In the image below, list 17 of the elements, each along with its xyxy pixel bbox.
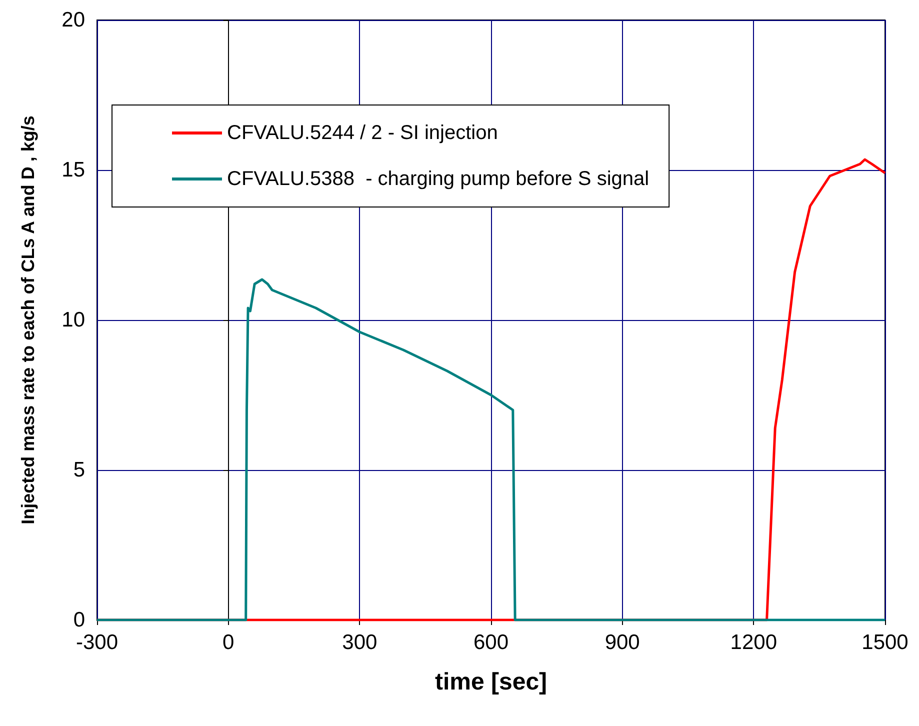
y-tick-label: 15: [62, 158, 85, 182]
x-tick-label: 900: [604, 631, 640, 654]
y-axis-title: Injected mass rate to each of CLs A and D , kg/s: [18, 116, 38, 524]
line-series: [96, 278, 886, 622]
legend-label: CFVALU.5388 - charging pump before S signal: [227, 168, 650, 190]
x-tick-label: 0: [222, 631, 234, 654]
x-axis-title: time [sec]: [434, 668, 548, 696]
x-tick-label: 300: [342, 631, 378, 654]
y-tick-label: 10: [62, 308, 85, 332]
y-tick-label: 20: [62, 8, 85, 32]
x-tick-label: 1200: [730, 631, 778, 654]
x-tick-label: 600: [473, 631, 509, 654]
legend-label: CFVALU.5244 / 2 - SI injection: [227, 122, 498, 144]
y-tick-label: 5: [73, 458, 85, 482]
x-tick-label: -300: [76, 631, 118, 654]
y-tick-label: 0: [73, 608, 85, 632]
x-tick-label: 1500: [862, 631, 908, 654]
